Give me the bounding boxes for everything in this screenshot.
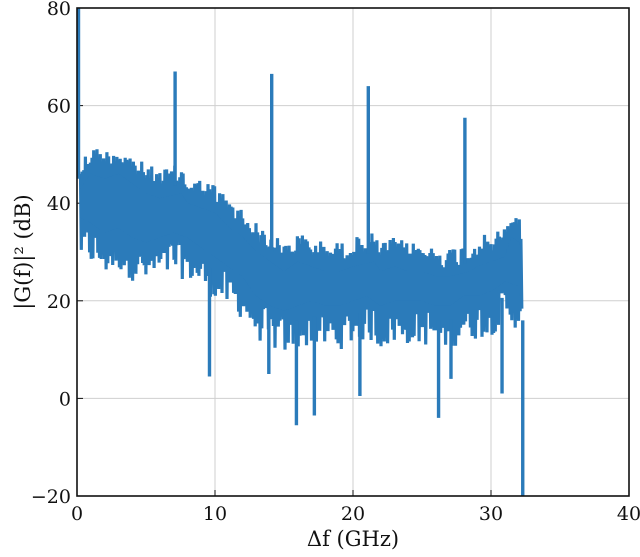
- y-tick-label: 80: [47, 0, 71, 20]
- x-tick-label: 30: [479, 503, 503, 525]
- x-tick-label: 40: [617, 503, 640, 525]
- y-tick-label: 0: [59, 388, 71, 410]
- spectrum-trace: [78, 149, 524, 350]
- x-tick-label: 10: [203, 503, 227, 525]
- x-axis-label: Δf (GHz): [307, 527, 399, 551]
- y-tick-label: −20: [31, 486, 71, 508]
- series-spectrum: [76, 8, 525, 496]
- axes-frame: [76, 7, 630, 497]
- x-tick-label: 20: [341, 503, 365, 525]
- y-tick-label: 40: [47, 193, 71, 215]
- y-tick-label: 60: [47, 96, 71, 118]
- y-axis-label: |G(f)|² (dB): [11, 194, 36, 309]
- y-tick-label: 20: [47, 291, 71, 313]
- x-tick-label: 0: [71, 503, 83, 525]
- spectrum-core: [79, 173, 522, 311]
